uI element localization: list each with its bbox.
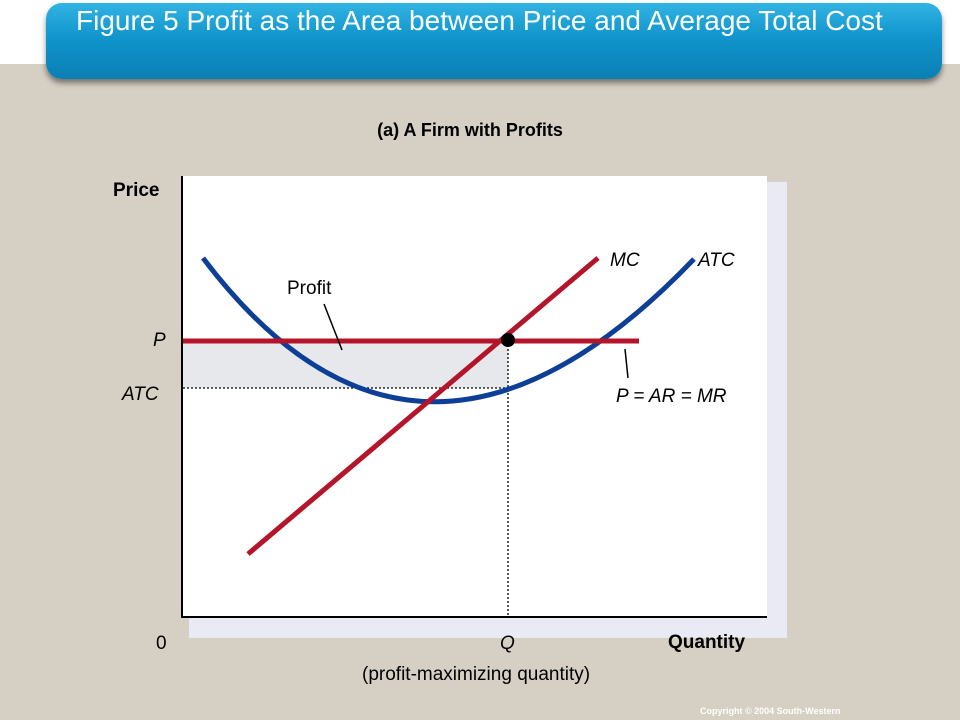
profit-pointer — [323, 303, 343, 351]
atc-curve — [201, 256, 696, 405]
profit-max-point — [501, 333, 515, 347]
origin-label: 0 — [156, 633, 167, 654]
price-level-label: P — [153, 330, 166, 351]
panel-subtitle: (a) A Firm with Profits — [377, 120, 563, 140]
title-bar — [46, 3, 942, 79]
mc-curve-label: MC — [610, 250, 640, 271]
demand-curve-label: P = AR = MR — [616, 386, 727, 407]
atc-level-label: ATC — [122, 384, 159, 405]
copyright-notice: Copyright © 2004 South-Western — [700, 706, 841, 716]
slide-title: Figure 5 Profit as the Area between Pric… — [76, 5, 883, 36]
x-axis-label: Quantity — [668, 632, 746, 653]
quantity-level-label: Q — [500, 633, 515, 654]
profit-label: Profit — [287, 278, 332, 299]
atc-curve-label: ATC — [698, 250, 735, 271]
mc-line — [246, 256, 600, 556]
quantity-note: (profit-maximizing quantity) — [362, 664, 591, 685]
y-axis-label: Price — [113, 180, 160, 201]
demand-pointer — [624, 348, 629, 379]
